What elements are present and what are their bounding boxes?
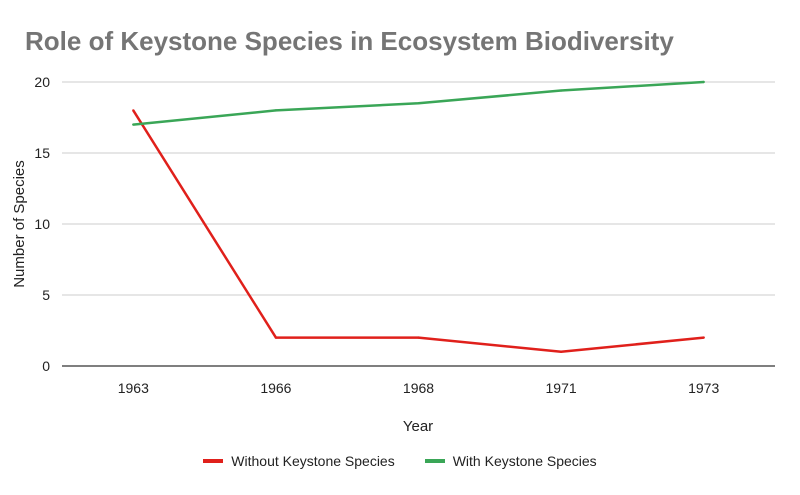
legend-item-0[interactable]: Without Keystone Species: [203, 453, 395, 469]
y-tick-label: 10: [34, 216, 50, 232]
legend: Without Keystone Species With Keystone S…: [0, 453, 800, 469]
x-tick-label: 1963: [118, 380, 149, 396]
series-line-0: [132, 109, 704, 354]
y-tick-label: 5: [42, 287, 50, 303]
y-tick-label: 0: [42, 358, 50, 374]
data-point: [702, 336, 705, 339]
legend-item-1[interactable]: With Keystone Species: [424, 453, 597, 469]
legend-label: With Keystone Species: [452, 453, 597, 469]
data-point: [559, 350, 563, 353]
data-point: [132, 109, 135, 112]
legend-label: Without Keystone Species: [231, 453, 395, 469]
x-axis-label: Year: [403, 418, 433, 435]
x-tick-label: 1973: [688, 380, 719, 396]
data-point: [132, 123, 135, 126]
data-point: [559, 89, 563, 92]
y-tick-label: 15: [34, 145, 50, 161]
data-point: [417, 336, 420, 339]
y-axis-label: Number of Species: [11, 160, 28, 288]
legend-swatch: [424, 459, 445, 463]
data-point: [417, 102, 420, 105]
data-point: [702, 80, 705, 84]
y-tick-label: 20: [34, 74, 50, 90]
x-tick-label: 1966: [260, 380, 291, 396]
data-point: [274, 109, 278, 112]
x-tick-label: 1971: [546, 380, 577, 396]
data-point: [274, 336, 278, 339]
legend-swatch: [203, 459, 224, 463]
x-tick-label: 1968: [403, 380, 434, 396]
chart-title: Role of Keystone Species in Ecosystem Bi…: [25, 26, 674, 56]
